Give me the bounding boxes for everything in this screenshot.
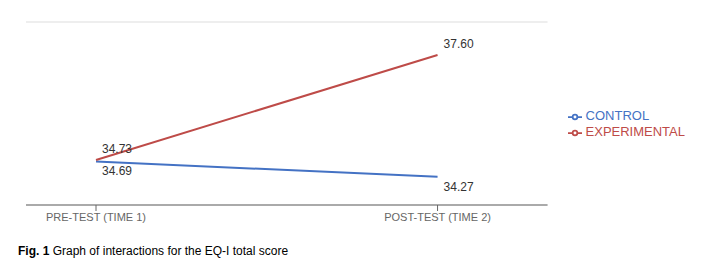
html-text:EXPERIMENTAL: EXPERIMENTAL: [585, 124, 685, 139]
svg-text:POST-TEST (TIME 2): POST-TEST (TIME 2): [384, 211, 491, 223]
svg-text:34.69: 34.69: [102, 164, 132, 178]
svg-text:PRE-TEST (TIME 1): PRE-TEST (TIME 1): [46, 211, 146, 223]
svg-text:34.73: 34.73: [102, 142, 132, 156]
html-text:CONTROL: CONTROL: [585, 108, 650, 124]
svg-text:34.27: 34.27: [444, 180, 474, 194]
svg-text:37.60: 37.60: [444, 37, 474, 51]
html-text:Fig. 1 Graph of interactions f: Fig. 1 Graph of interactions for the EQ-…: [18, 244, 289, 258]
